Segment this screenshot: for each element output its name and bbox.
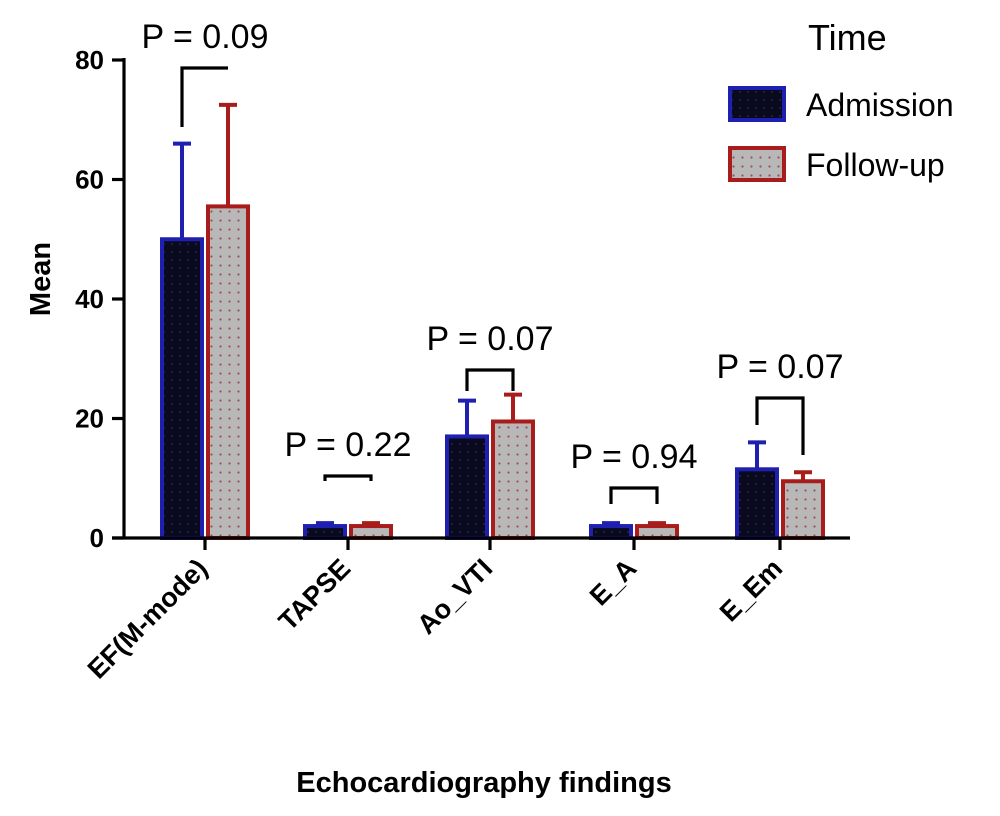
significance-bracket <box>323 474 373 481</box>
significance-layer: P = 0.09 P = 0.22 P = 0.07 P = 0.94 P = 0.07 <box>142 18 844 504</box>
p-value-label: P = 0.94 <box>571 438 698 476</box>
x-tick-label: Ao_VTI <box>411 553 498 640</box>
x-tick-label: TAPSE <box>273 553 356 636</box>
y-tick-label: 40 <box>75 284 104 314</box>
legend-swatch-admission <box>728 86 786 122</box>
bar-followup-1 <box>349 524 393 540</box>
y-tick-label: 80 <box>75 45 104 75</box>
axes-layer: 0 20 40 60 80 EF(M-mode) TAPSE Ao_VTI E_A E_Em Mea… <box>25 45 850 799</box>
error-bars-layer <box>173 102 812 527</box>
bar-followup-3 <box>635 524 679 540</box>
legend-swatch-followup <box>728 146 786 182</box>
x-tick-label: EF(M-mode) <box>82 553 214 685</box>
p-value-label: P = 0.07 <box>717 348 844 386</box>
p-value-label: P = 0.09 <box>142 18 269 56</box>
bar-admission-4 <box>735 467 779 541</box>
significance-bracket <box>755 396 805 455</box>
x-axis-title: Echocardiography findings <box>296 767 671 799</box>
legend: Time Admission Follow-up <box>728 17 954 183</box>
bar-admission-0 <box>160 237 204 540</box>
p-value-label: P = 0.22 <box>285 426 412 464</box>
significance-bracket <box>465 368 515 391</box>
legend-title: Time <box>808 17 887 58</box>
bar-followup-4 <box>781 479 825 540</box>
bar-admission-1 <box>303 524 347 540</box>
y-tick-label: 0 <box>90 523 104 553</box>
legend-label-followup: Follow-up <box>806 147 945 183</box>
bar-admission-3 <box>589 524 633 540</box>
legend-label-admission: Admission <box>806 87 954 123</box>
y-axis-title: Mean <box>25 242 57 316</box>
bar-admission-2 <box>445 434 489 540</box>
significance-bracket <box>180 66 228 127</box>
bars-layer <box>160 204 825 541</box>
x-tick-label: E_Em <box>714 553 788 627</box>
significance-bracket <box>609 486 659 504</box>
p-value-label: P = 0.07 <box>427 320 554 358</box>
x-tick-label: E_A <box>584 553 642 611</box>
bar-followup-2 <box>491 419 535 540</box>
y-tick-label: 20 <box>75 404 104 434</box>
y-tick-label: 60 <box>75 165 104 195</box>
bar-followup-0 <box>206 204 250 540</box>
